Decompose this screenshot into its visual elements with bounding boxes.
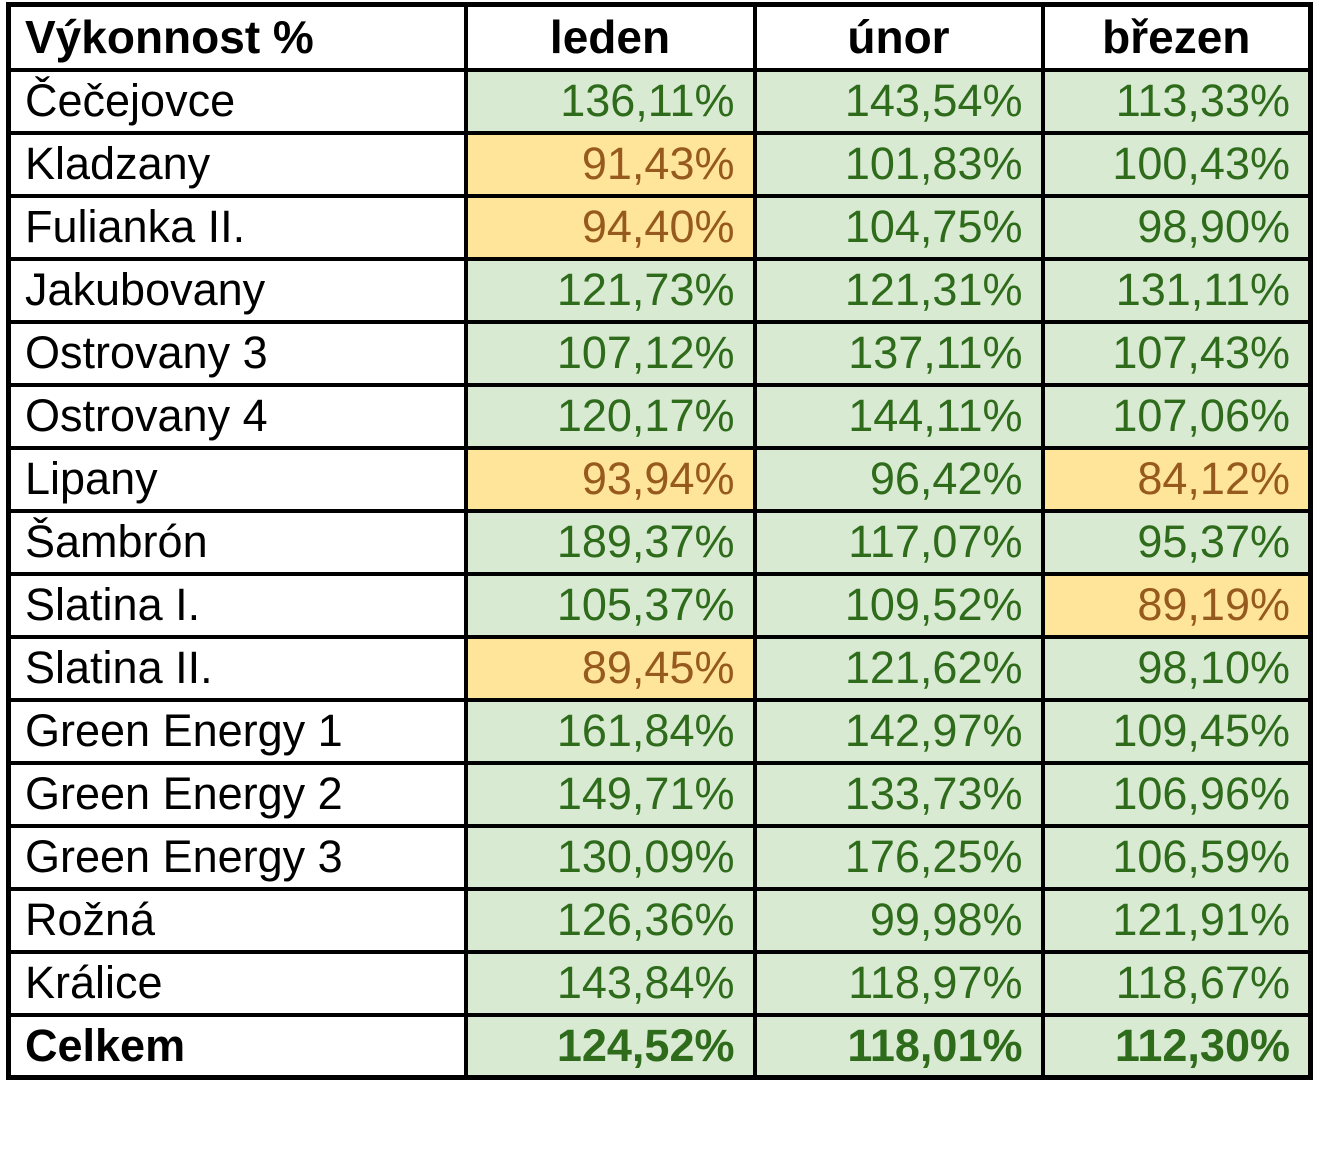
value-cell-unor: 99,98% bbox=[752, 886, 1045, 954]
value-cell-leden: 161,84% bbox=[463, 697, 757, 765]
table-row: Fulianka II. 94,40% 104,75% 98,90% bbox=[6, 193, 1313, 261]
site-name: Ostrovany 3 bbox=[6, 319, 468, 387]
value-cell-unor: 142,97% bbox=[752, 697, 1045, 765]
month-header-leden: leden bbox=[463, 2, 757, 72]
value-cell-unor: 121,62% bbox=[752, 634, 1045, 702]
value-cell-brezen: 98,10% bbox=[1040, 634, 1313, 702]
value-cell-unor: 133,73% bbox=[752, 760, 1045, 828]
value-cell-leden: 136,11% bbox=[463, 67, 757, 135]
value-cell-brezen: 107,06% bbox=[1040, 382, 1313, 450]
value-cell-brezen: 121,91% bbox=[1040, 886, 1313, 954]
site-name: Šambrón bbox=[6, 508, 468, 576]
site-name: Kladzany bbox=[6, 130, 468, 198]
value-cell-leden: 121,73% bbox=[463, 256, 757, 324]
value-cell-unor: 117,07% bbox=[752, 508, 1045, 576]
value-cell-unor: 96,42% bbox=[752, 445, 1045, 513]
table-row: Ostrovany 4 120,17% 144,11% 107,06% bbox=[6, 382, 1313, 450]
table-title: Výkonnost % bbox=[6, 2, 468, 72]
site-name: Lipany bbox=[6, 445, 468, 513]
table-row: Lipany 93,94% 96,42% 84,12% bbox=[6, 445, 1313, 513]
performance-sheet: Výkonnost % leden únor březen Čečejovce … bbox=[6, 2, 1313, 1080]
table-row: Green Energy 1 161,84% 142,97% 109,45% bbox=[6, 697, 1313, 765]
site-name: Green Energy 2 bbox=[6, 760, 468, 828]
site-name: Jakubovany bbox=[6, 256, 468, 324]
value-cell-unor: 121,31% bbox=[752, 256, 1045, 324]
value-cell-brezen: 112,30% bbox=[1040, 1012, 1313, 1080]
value-cell-brezen: 89,19% bbox=[1040, 571, 1313, 639]
value-cell-brezen: 109,45% bbox=[1040, 697, 1313, 765]
value-cell-leden: 105,37% bbox=[463, 571, 757, 639]
site-name: Čečejovce bbox=[6, 67, 468, 135]
value-cell-brezen: 107,43% bbox=[1040, 319, 1313, 387]
table-row: Green Energy 2 149,71% 133,73% 106,96% bbox=[6, 760, 1313, 828]
value-cell-brezen: 106,96% bbox=[1040, 760, 1313, 828]
month-header-unor: únor bbox=[752, 2, 1045, 72]
table-row: Králice 143,84% 118,97% 118,67% bbox=[6, 949, 1313, 1017]
site-name: Fulianka II. bbox=[6, 193, 468, 261]
table-row: Jakubovany 121,73% 121,31% 131,11% bbox=[6, 256, 1313, 324]
table-row: Rožná 126,36% 99,98% 121,91% bbox=[6, 886, 1313, 954]
table-row: Slatina II. 89,45% 121,62% 98,10% bbox=[6, 634, 1313, 702]
value-cell-unor: 176,25% bbox=[752, 823, 1045, 891]
value-cell-unor: 118,97% bbox=[752, 949, 1045, 1017]
value-cell-leden: 130,09% bbox=[463, 823, 757, 891]
value-cell-leden: 126,36% bbox=[463, 886, 757, 954]
table-row: Kladzany 91,43% 101,83% 100,43% bbox=[6, 130, 1313, 198]
value-cell-brezen: 106,59% bbox=[1040, 823, 1313, 891]
total-row: Celkem 124,52% 118,01% 112,30% bbox=[6, 1012, 1313, 1080]
value-cell-leden: 124,52% bbox=[463, 1012, 757, 1080]
value-cell-unor: 104,75% bbox=[752, 193, 1045, 261]
value-cell-unor: 101,83% bbox=[752, 130, 1045, 198]
value-cell-brezen: 131,11% bbox=[1040, 256, 1313, 324]
header-row: Výkonnost % leden únor březen bbox=[6, 2, 1313, 72]
value-cell-brezen: 113,33% bbox=[1040, 67, 1313, 135]
value-cell-leden: 149,71% bbox=[463, 760, 757, 828]
table-row: Green Energy 3 130,09% 176,25% 106,59% bbox=[6, 823, 1313, 891]
total-label: Celkem bbox=[6, 1012, 468, 1080]
performance-table: Výkonnost % leden únor březen Čečejovce … bbox=[6, 2, 1313, 1080]
value-cell-leden: 189,37% bbox=[463, 508, 757, 576]
value-cell-unor: 118,01% bbox=[752, 1012, 1045, 1080]
site-name: Green Energy 3 bbox=[6, 823, 468, 891]
table-row: Slatina I. 105,37% 109,52% 89,19% bbox=[6, 571, 1313, 639]
site-name: Slatina II. bbox=[6, 634, 468, 702]
value-cell-leden: 94,40% bbox=[463, 193, 757, 261]
value-cell-unor: 109,52% bbox=[752, 571, 1045, 639]
value-cell-brezen: 98,90% bbox=[1040, 193, 1313, 261]
site-name: Green Energy 1 bbox=[6, 697, 468, 765]
value-cell-unor: 143,54% bbox=[752, 67, 1045, 135]
table-row: Čečejovce 136,11% 143,54% 113,33% bbox=[6, 67, 1313, 135]
value-cell-brezen: 100,43% bbox=[1040, 130, 1313, 198]
table-row: Šambrón 189,37% 117,07% 95,37% bbox=[6, 508, 1313, 576]
value-cell-leden: 120,17% bbox=[463, 382, 757, 450]
value-cell-leden: 89,45% bbox=[463, 634, 757, 702]
site-name: Ostrovany 4 bbox=[6, 382, 468, 450]
value-cell-unor: 144,11% bbox=[752, 382, 1045, 450]
value-cell-leden: 107,12% bbox=[463, 319, 757, 387]
value-cell-unor: 137,11% bbox=[752, 319, 1045, 387]
value-cell-brezen: 84,12% bbox=[1040, 445, 1313, 513]
value-cell-brezen: 95,37% bbox=[1040, 508, 1313, 576]
value-cell-brezen: 118,67% bbox=[1040, 949, 1313, 1017]
site-name: Rožná bbox=[6, 886, 468, 954]
value-cell-leden: 93,94% bbox=[463, 445, 757, 513]
site-name: Slatina I. bbox=[6, 571, 468, 639]
value-cell-leden: 143,84% bbox=[463, 949, 757, 1017]
value-cell-leden: 91,43% bbox=[463, 130, 757, 198]
site-name: Králice bbox=[6, 949, 468, 1017]
month-header-brezen: březen bbox=[1040, 2, 1313, 72]
table-row: Ostrovany 3 107,12% 137,11% 107,43% bbox=[6, 319, 1313, 387]
